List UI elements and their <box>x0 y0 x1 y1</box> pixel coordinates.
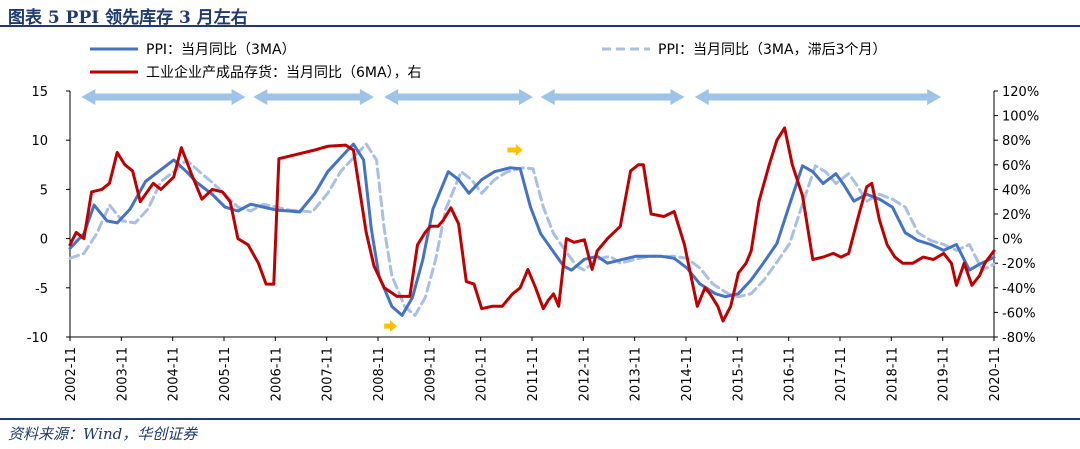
right-tick-label: 80% <box>1002 134 1031 149</box>
x-tick-label: 2014-11 <box>680 347 695 401</box>
left-tick-label: 15 <box>31 85 48 100</box>
x-tick-label: 2002-11 <box>64 347 79 401</box>
title-rule <box>0 25 1080 27</box>
x-tick-label: 2012-11 <box>577 347 592 401</box>
right-tick-label: 60% <box>1002 159 1031 174</box>
legend-label: PPI：当月同比（3MA，滞后3个月） <box>658 42 886 58</box>
figure-title: 图表 5 PPI 领先库存 3 月左右 <box>8 8 248 28</box>
left-tick-label: 10 <box>31 134 48 149</box>
period-arrow <box>694 89 942 105</box>
x-tick-label: 2008-11 <box>372 347 387 401</box>
series-layer <box>68 126 996 323</box>
left-tick-label: 5 <box>40 183 48 198</box>
legend-label: PPI：当月同比（3MA） <box>146 42 296 58</box>
x-tick-label: 2020-11 <box>988 347 1003 401</box>
lag-arrows <box>384 144 523 333</box>
period-arrow <box>384 89 534 105</box>
x-tick-label: 2005-11 <box>218 347 233 401</box>
period-arrows <box>81 89 942 105</box>
right-tick-label: 20% <box>1002 208 1031 223</box>
series-line <box>68 142 996 317</box>
source-rule <box>0 418 1080 420</box>
right-tick-label: 100% <box>1002 110 1039 125</box>
period-arrow <box>81 89 246 105</box>
left-tick-label: 0 <box>40 233 48 248</box>
right-tick-label: -20% <box>1002 257 1036 272</box>
right-tick-label: -80% <box>1002 331 1036 346</box>
x-tick-label: 2006-11 <box>269 347 284 401</box>
source-note: 资料来源：Wind，华创证券 <box>8 425 198 443</box>
lag-arrow <box>507 144 523 157</box>
axes: 15 10 5 0 -5 -10 120% 100% 80% 60% 40% 20% 0% -20% -40… <box>27 85 1039 401</box>
left-tick-label: -5 <box>35 282 48 297</box>
x-tick-label: 2018-11 <box>885 347 900 401</box>
x-tick-label: 2017-11 <box>834 347 849 401</box>
x-tick-label: 2019-11 <box>937 347 952 401</box>
x-tick-label: 2013-11 <box>629 347 644 401</box>
series-line <box>68 142 996 317</box>
right-tick-label: 0% <box>1002 233 1023 248</box>
lag-arrow <box>384 320 397 333</box>
period-arrow <box>540 89 685 105</box>
legend-label: 工业企业产成品存货：当月同比（6MA），右 <box>146 64 422 81</box>
x-tick-label: 2015-11 <box>731 347 746 401</box>
left-tick-label: -10 <box>27 331 48 346</box>
x-tick-label: 2016-11 <box>783 347 798 401</box>
x-tick-label: 2007-11 <box>321 347 336 401</box>
x-tick-label: 2009-11 <box>423 347 438 401</box>
x-tick-label: 2010-11 <box>475 347 490 401</box>
right-tick-label: 40% <box>1002 183 1031 198</box>
period-arrow <box>253 89 374 105</box>
x-tick-label: 2011-11 <box>526 347 541 401</box>
x-tick-label: 2004-11 <box>167 347 182 401</box>
legend: PPI：当月同比（3MA） PPI：当月同比（3MA，滞后3个月） 工业企业产成品存… <box>90 42 886 81</box>
right-tick-label: -40% <box>1002 282 1036 297</box>
series-line <box>68 126 996 323</box>
x-tick-label: 2003-11 <box>115 347 130 401</box>
right-tick-label: -60% <box>1002 306 1036 321</box>
right-tick-label: 120% <box>1002 85 1039 100</box>
